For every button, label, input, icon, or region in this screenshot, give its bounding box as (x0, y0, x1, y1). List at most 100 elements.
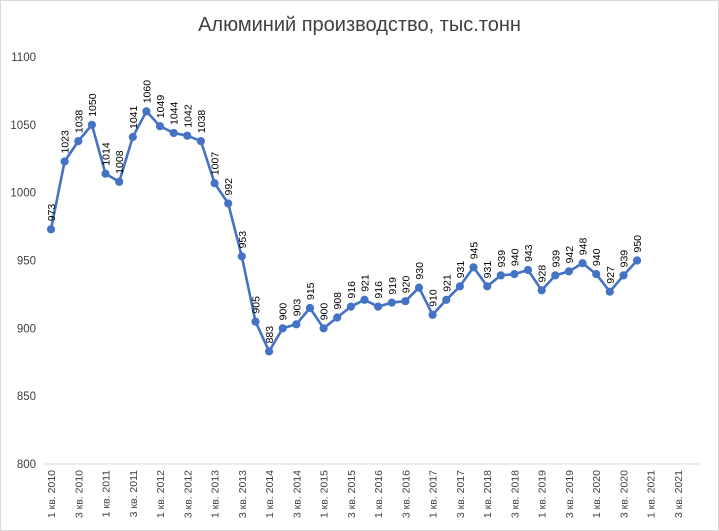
data-point (523, 265, 533, 275)
data-label: 921 (441, 274, 453, 292)
data-point (155, 122, 165, 131)
series-markers (46, 107, 642, 356)
x-tick-label: 3 кв. 2021 (673, 470, 685, 518)
data-point (414, 283, 424, 292)
data-point (360, 295, 369, 304)
y-tick-label: 1000 (10, 188, 36, 200)
x-tick-label: 3 кв. 2010 (73, 470, 85, 518)
data-point (483, 282, 492, 291)
data-label: 883 (264, 326, 276, 344)
data-label: 945 (469, 242, 481, 260)
data-label: 930 (414, 262, 426, 280)
data-point (387, 298, 396, 307)
data-label: 1060 (141, 80, 153, 104)
data-point (196, 137, 205, 146)
data-label: 908 (332, 292, 344, 310)
x-tick-label: 1 кв. 2017 (428, 470, 440, 518)
data-label: 1023 (60, 130, 72, 154)
data-point (128, 132, 137, 142)
x-tick-label: 1 кв. 2012 (155, 470, 167, 518)
x-tick-label: 3 кв. 2012 (182, 470, 194, 518)
y-axis-labels: 800 850 900 950 1000 1050 1100 (10, 52, 36, 471)
data-point (142, 107, 151, 116)
x-tick-label: 1 кв. 2010 (46, 470, 58, 518)
y-tick-label: 800 (17, 459, 36, 471)
data-point (455, 282, 464, 291)
data-point (237, 252, 246, 261)
data-point (428, 310, 437, 319)
y-tick-label: 900 (17, 323, 36, 335)
data-point (210, 179, 219, 188)
data-label: 921 (360, 274, 372, 292)
data-label: 939 (496, 250, 508, 268)
data-point (60, 157, 69, 166)
x-tick-label: 3 кв. 2019 (564, 470, 576, 518)
data-label: 905 (251, 296, 263, 314)
data-point (46, 225, 56, 234)
data-label: 1038 (196, 110, 208, 134)
x-axis-labels: 1 кв. 2010 3 кв. 2010 1 кв. 2011 3 кв. 2011… (46, 470, 685, 518)
data-label: 953 (237, 231, 249, 249)
x-tick-label: 3 кв. 2016 (400, 470, 412, 518)
data-point (251, 317, 260, 326)
data-point (333, 313, 342, 322)
data-label: 931 (482, 261, 494, 279)
chart-title: Алюминий производство, тыс.тонн (198, 14, 521, 36)
data-label: 950 (632, 235, 644, 253)
data-point (578, 259, 587, 268)
x-tick-label: 3 кв. 2017 (455, 470, 467, 518)
data-label: 940 (591, 248, 603, 266)
data-label: 916 (346, 281, 358, 299)
data-point (510, 270, 519, 279)
x-tick-label: 1 кв. 2020 (591, 470, 603, 518)
data-label: 940 (509, 248, 521, 266)
data-label: 973 (46, 204, 58, 222)
data-label: 1014 (101, 142, 113, 166)
data-point (224, 199, 233, 208)
data-label: 919 (387, 277, 399, 295)
data-label: 928 (537, 265, 549, 283)
data-label: 931 (455, 261, 467, 279)
data-label: 992 (223, 178, 235, 196)
x-tick-label: 1 кв. 2016 (373, 470, 385, 518)
data-point (183, 131, 192, 140)
x-tick-label: 3 кв. 2018 (509, 470, 521, 518)
x-tick-label: 1 кв. 2018 (482, 470, 494, 518)
data-label: 927 (605, 266, 617, 284)
x-tick-label: 3 кв. 2020 (618, 470, 630, 518)
data-label: 916 (373, 281, 385, 299)
data-label: 1049 (155, 95, 167, 119)
data-label: 1038 (73, 110, 85, 134)
data-label: 1044 (169, 101, 181, 125)
y-tick-label: 950 (17, 256, 36, 268)
data-point (74, 137, 83, 146)
data-label: 939 (550, 250, 562, 268)
x-tick-label: 3 кв. 2014 (291, 470, 303, 518)
data-label: 1008 (114, 150, 126, 174)
data-point (633, 256, 642, 265)
data-point (278, 324, 287, 333)
data-point (319, 324, 328, 333)
data-point (537, 286, 546, 295)
data-point (169, 128, 178, 138)
data-label: 1050 (87, 93, 99, 117)
data-point (496, 271, 505, 280)
series-line (49, 110, 639, 353)
data-label: 910 (428, 289, 440, 307)
data-point (442, 295, 451, 304)
data-point (619, 271, 628, 280)
data-label: 900 (319, 303, 331, 321)
data-label: 943 (523, 244, 535, 262)
y-tick-label: 1050 (10, 120, 36, 132)
data-point (592, 270, 601, 279)
x-tick-label: 1 кв. 2015 (319, 470, 331, 518)
x-tick-label: 1 кв. 2021 (646, 470, 658, 518)
x-tick-label: 3 кв. 2011 (128, 470, 140, 518)
y-tick-label: 850 (17, 391, 36, 403)
data-point (346, 302, 355, 311)
data-point (292, 320, 301, 329)
data-label: 1042 (182, 104, 194, 128)
data-point (551, 271, 560, 280)
data-label: 900 (278, 303, 290, 321)
x-tick-label: 3 кв. 2013 (237, 470, 249, 518)
